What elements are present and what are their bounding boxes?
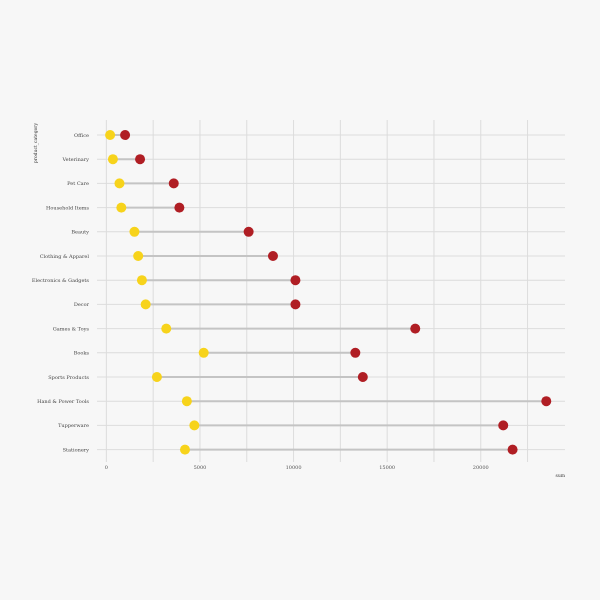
x-tick-label: 5000 <box>194 465 207 471</box>
grid-layer <box>97 120 565 462</box>
point-layer <box>105 130 552 455</box>
low-value-point <box>189 420 200 431</box>
high-value-point <box>507 444 518 455</box>
high-value-point <box>168 178 179 189</box>
low-value-point <box>107 154 118 165</box>
high-value-point <box>174 202 185 213</box>
low-value-point <box>161 323 172 334</box>
category-label: Veterinary <box>62 157 90 163</box>
category-label: Beauty <box>71 230 89 236</box>
high-value-point <box>498 420 509 431</box>
x-tick-label: 0 <box>105 465 108 471</box>
category-label: Tupperware <box>58 423 89 429</box>
category-label: Books <box>74 351 90 357</box>
category-label: Sports Products <box>48 375 89 381</box>
category-label: Games & Toys <box>53 326 90 332</box>
low-value-point <box>140 299 151 310</box>
high-value-point <box>357 372 368 382</box>
low-value-point <box>179 444 190 455</box>
x-axis-title: sum <box>556 474 566 479</box>
x-tick-label: 15000 <box>379 465 395 471</box>
x-tick-label: 20000 <box>473 465 489 471</box>
high-value-point <box>135 154 146 165</box>
category-label: Hand & Power Tools <box>37 399 89 405</box>
category-label: Stationery <box>63 447 90 453</box>
category-label: Household Items <box>46 205 89 211</box>
label-layer: 0 5000 10000 15000 20000 Office Veterinary Pet … <box>32 133 489 471</box>
low-value-point <box>133 251 144 261</box>
category-label: Decor <box>74 302 90 308</box>
category-label: Office <box>74 133 89 139</box>
high-value-point <box>541 396 552 407</box>
high-value-point <box>290 299 301 310</box>
x-tick-label: 10000 <box>286 465 302 471</box>
connector-layer <box>110 134 547 451</box>
high-value-point <box>267 251 278 261</box>
high-value-point <box>120 130 131 140</box>
low-value-point <box>116 202 127 213</box>
high-value-point <box>243 226 254 237</box>
category-label: Clothing & Apparel <box>40 254 90 260</box>
low-value-point <box>114 178 125 189</box>
high-value-point <box>350 347 361 358</box>
low-value-point <box>129 226 140 237</box>
low-value-point <box>151 372 162 382</box>
y-axis-title: product_category <box>33 123 39 164</box>
low-value-point <box>181 396 192 407</box>
low-value-point <box>136 275 147 286</box>
category-label: Pet Care <box>67 181 89 187</box>
low-value-point <box>105 130 116 140</box>
category-label: Electronics & Gadgets <box>32 278 90 284</box>
high-value-point <box>290 275 301 286</box>
high-value-point <box>410 323 421 334</box>
low-value-point <box>198 347 209 358</box>
